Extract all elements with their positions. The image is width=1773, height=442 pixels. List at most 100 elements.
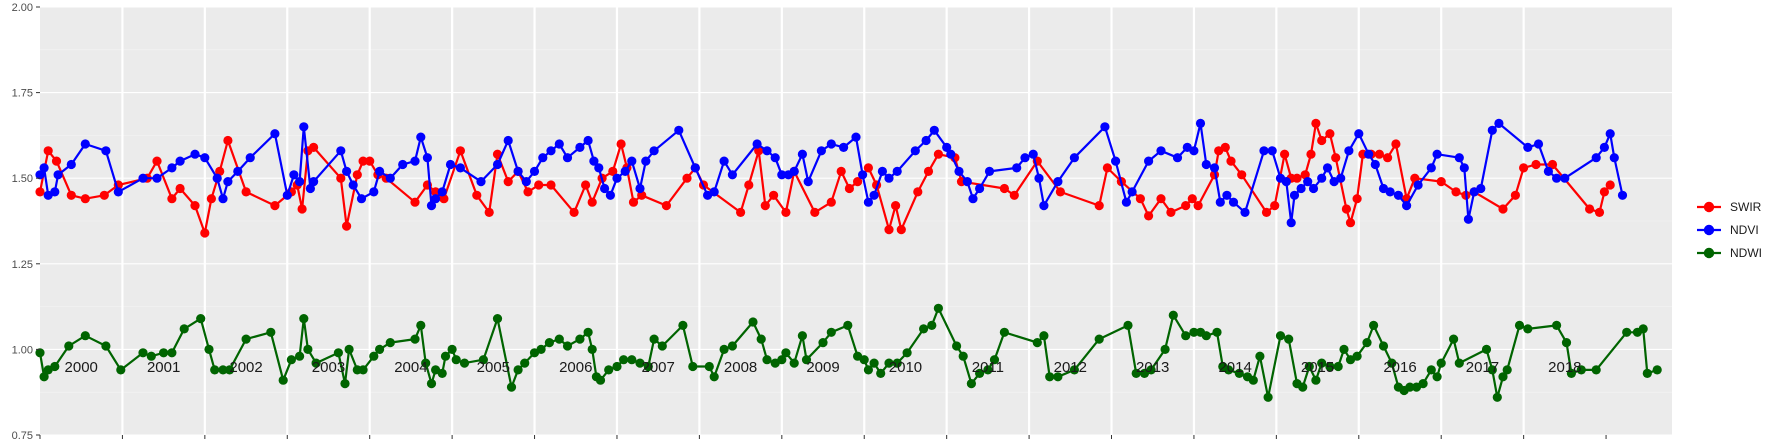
data-point-swir [352,170,362,180]
data-point-ndvi [1034,173,1044,183]
data-point-ndwi [80,331,90,341]
data-point-ndwi [727,341,738,351]
data-point-swir [769,190,779,200]
data-point-ndvi [437,187,447,197]
data-point-ndvi [1201,159,1211,170]
data-point-ndvi [627,156,637,166]
data-point-swir [661,201,672,211]
data-point-ndvi [245,153,255,163]
data-point-swir [836,166,846,176]
data-point-swir [1436,177,1446,187]
data-point-swir [760,201,770,211]
data-point-ndwi [1454,358,1464,368]
data-point-swir [1055,187,1065,197]
data-point-ndvi [1222,190,1232,200]
data-point-ndvi [1344,146,1354,156]
data-point-ndwi [1094,334,1104,344]
data-point-ndvi [492,159,503,170]
data-point-swir [884,225,894,235]
data-point-ndwi [1212,327,1222,337]
data-point-ndvi [605,190,616,200]
data-point-ndvi [954,166,964,176]
data-point-ndwi [933,303,944,313]
data-point-ndwi [1492,392,1502,402]
data-point-ndwi [416,320,426,330]
data-point-swir [933,149,944,159]
data-point-ndvi [1195,118,1206,128]
data-point-swir [206,194,216,204]
data-point-ndwi [719,344,729,354]
data-point-ndvi [1560,173,1570,183]
data-point-ndwi [801,355,812,365]
data-point-ndvi [1156,146,1166,156]
data-point-ndvi [803,177,813,187]
data-point-ndwi [311,358,321,368]
data-point-ndwi [421,358,431,368]
data-point-ndwi [1576,365,1586,375]
data-point-swir [1519,163,1529,173]
data-point-ndvi [921,135,931,146]
data-point-swir [1585,204,1595,214]
data-point-swir [99,190,109,200]
y-axis: 0.75 1.00 1.25 1.50 1.75 2.00 [12,2,40,442]
data-point-swir [455,146,465,156]
data-point-swir [1345,218,1356,228]
data-point-ndvi [674,125,684,135]
data-point-ndwi [863,365,874,375]
data-point-ndwi [1032,338,1042,348]
data-point-ndwi [562,341,573,351]
data-point-swir [1451,187,1461,197]
data-point-ndvi [1413,180,1423,190]
year-label: 2001 [147,359,180,376]
data-point-ndwi [1638,324,1648,334]
data-point-ndvi [513,166,523,176]
data-point-ndwi [789,358,799,368]
data-point-ndvi [167,163,177,173]
data-point-ndwi [587,344,597,354]
data-point-swir [844,183,855,194]
data-point-ndvi [839,142,849,152]
data-point-ndwi [1514,320,1525,330]
data-point-ndvi [1609,153,1619,163]
data-point-ndvi [289,170,299,180]
data-point-ndvi [410,156,420,166]
data-point-ndwi [595,375,606,385]
data-point-ndvi [422,153,432,163]
data-point-ndvi [620,166,630,176]
data-point-ndwi [604,365,614,375]
data-point-ndvi [575,142,585,152]
data-point-swir [1410,173,1420,183]
data-point-ndvi [1240,207,1250,217]
legend: SWIR NDVI NDWI [1697,200,1762,260]
data-point-ndvi [984,166,995,176]
data-point-ndwi [1146,365,1156,375]
data-point-ndwi [204,344,214,354]
data-point-ndvi [223,177,233,187]
data-point-ndwi [762,355,772,365]
data-point-ndwi [756,334,766,344]
data-point-ndvi [113,187,123,197]
data-point-swir [1331,153,1341,163]
y-tick-label: 2.00 [12,2,33,14]
data-point-ndwi [369,351,379,361]
data-point-ndwi [1298,382,1308,392]
data-point-swir [1317,135,1327,146]
data-point-swir [863,163,874,173]
data-point-ndvi [53,170,63,180]
data-point-ndvi [1336,173,1346,183]
year-label: 2010 [889,359,922,376]
data-point-swir [534,180,544,190]
data-point-ndvi [858,170,868,180]
data-point-ndvi [1053,177,1063,187]
data-point-ndvi [1552,173,1562,183]
year-label: 2004 [394,359,427,376]
data-point-ndwi [520,358,530,368]
data-point-ndwi [781,348,791,358]
data-point-swir [1009,190,1019,200]
data-point-ndwi [278,375,288,385]
data-point-ndwi [688,361,698,372]
data-point-ndvi [1476,183,1486,194]
data-point-ndwi [218,365,228,375]
year-label: 2016 [1383,359,1416,376]
